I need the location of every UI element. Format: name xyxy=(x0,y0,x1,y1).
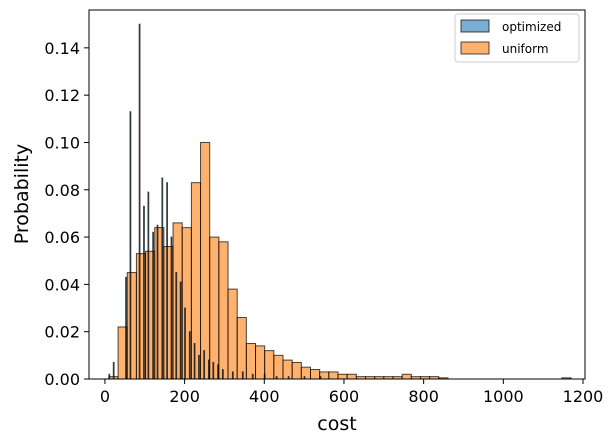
y-axis-ticks: 0.00 0.02 0.04 0.06 0.08 0.10 0.12 0.14 xyxy=(44,39,89,389)
bar-uniform-13 xyxy=(227,288,238,380)
bar-optimized-11 xyxy=(170,236,173,380)
bar-optimized-18 xyxy=(203,350,206,380)
bar-uniform-20 xyxy=(291,361,302,380)
bar-optimized-0 xyxy=(108,373,111,380)
legend-swatch-optimized xyxy=(460,19,490,33)
plot-frame xyxy=(88,9,586,380)
bar-optimized-15 xyxy=(188,331,191,380)
bar-optimized-21 xyxy=(217,364,219,380)
bar-optimized-10 xyxy=(166,182,168,380)
x-tick-label-800: 800 xyxy=(408,387,439,406)
x-axis-label: cost xyxy=(317,413,356,435)
bar-uniform-9 xyxy=(190,182,202,380)
bar-uniform-25 xyxy=(337,373,348,380)
bar-uniform-18 xyxy=(273,354,284,380)
y-tick-label-0: 0.00 xyxy=(44,370,80,389)
legend-swatch-uniform xyxy=(460,41,490,55)
bar-uniform-26 xyxy=(346,373,357,380)
bar-optimized-5 xyxy=(143,205,145,380)
bar-optimized-23 xyxy=(231,371,234,380)
y-tick-label-2: 0.04 xyxy=(44,275,80,294)
x-tick-label-400: 400 xyxy=(249,387,280,406)
y-tick-label-6: 0.12 xyxy=(44,86,80,105)
bar-optimized-14 xyxy=(184,307,186,380)
bar-optimized-4 xyxy=(138,23,141,380)
bar-optimized-8 xyxy=(156,224,159,380)
bar-uniform-12 xyxy=(218,241,229,380)
bar-optimized-6 xyxy=(147,191,150,380)
x-tick-label-1000: 1000 xyxy=(483,387,524,406)
bar-optimized-13 xyxy=(179,281,182,380)
bar-uniform-11 xyxy=(209,236,220,380)
bar-uniform-24 xyxy=(328,371,339,380)
bar-uniform-16 xyxy=(255,345,266,380)
bar-optimized-16 xyxy=(193,343,196,380)
y-tick-label-1: 0.02 xyxy=(44,323,80,342)
y-tick-label-7: 0.14 xyxy=(44,39,80,58)
bar-uniform-32 xyxy=(401,373,412,380)
bar-uniform-21 xyxy=(300,366,311,380)
bar-optimized-24 xyxy=(241,371,244,380)
bar-optimized-17 xyxy=(198,354,200,380)
bar-uniform-15 xyxy=(245,343,257,380)
legend: optimized uniform xyxy=(454,13,580,63)
bar-optimized-7 xyxy=(152,231,155,380)
bar-uniform-10 xyxy=(200,141,211,380)
y-tick-label-3: 0.06 xyxy=(44,228,80,247)
legend-label-uniform: uniform xyxy=(502,42,549,56)
y-axis-label: Probability xyxy=(11,144,33,244)
legend-label-optimized: optimized xyxy=(502,20,561,34)
y-tick-label-5: 0.10 xyxy=(44,133,80,152)
bar-optimized-2 xyxy=(125,276,127,380)
bar-optimized-19 xyxy=(208,359,210,380)
bar-uniform-22 xyxy=(310,369,321,380)
bar-optimized-22 xyxy=(221,369,224,380)
bar-uniform-14 xyxy=(236,317,247,380)
bar-optimized-3 xyxy=(129,111,132,380)
x-tick-label-0: 0 xyxy=(100,387,110,406)
x-tick-label-1200: 1200 xyxy=(563,387,604,406)
bar-optimized-9 xyxy=(161,177,164,380)
bar-optimized-1 xyxy=(112,361,115,380)
bar-uniform-17 xyxy=(264,350,275,380)
y-tick-label-4: 0.08 xyxy=(44,181,80,200)
bar-uniform-19 xyxy=(282,359,293,380)
x-tick-label-200: 200 xyxy=(169,387,200,406)
bar-uniform-2 xyxy=(126,272,137,380)
bar-optimized-25 xyxy=(251,373,254,380)
x-axis-ticks: 0 200 400 600 800 1000 1200 xyxy=(100,379,604,406)
bar-optimized-20 xyxy=(212,361,215,380)
bar-optimized-12 xyxy=(175,272,178,380)
x-tick-label-600: 600 xyxy=(329,387,360,406)
bar-optimized-26 xyxy=(263,373,266,380)
